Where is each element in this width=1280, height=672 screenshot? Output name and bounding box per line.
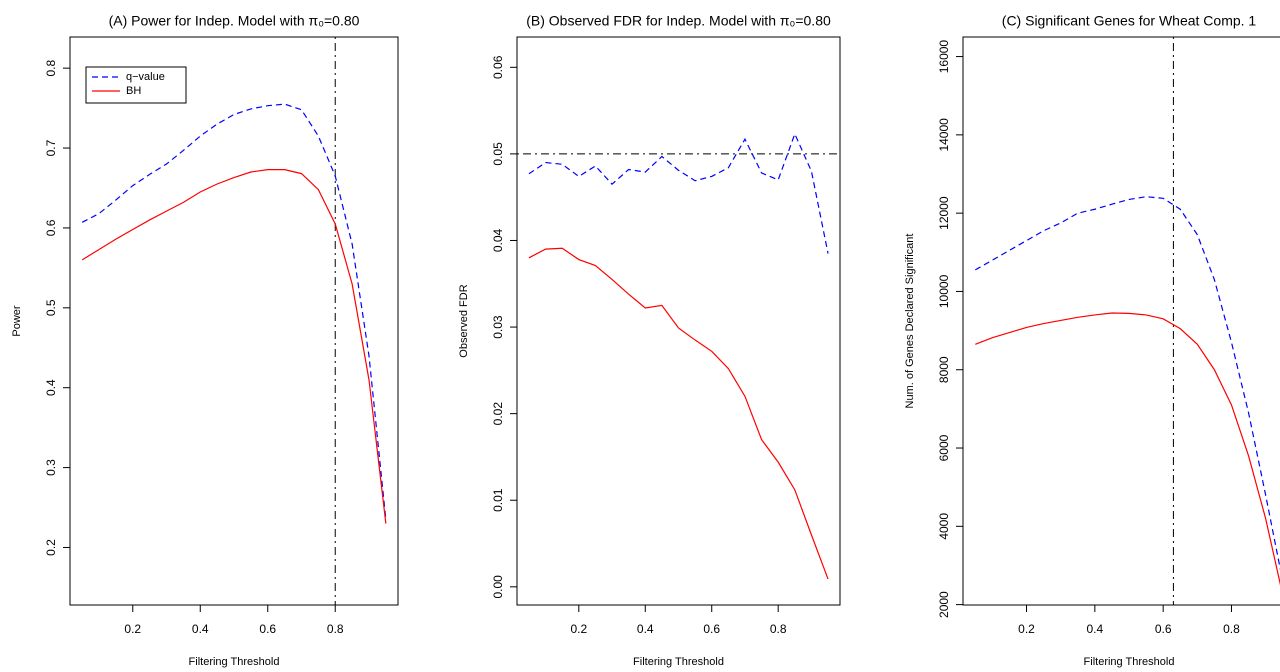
- x-tick-label: 0.6: [703, 622, 720, 636]
- data-line: [81, 103, 387, 520]
- y-tick-label: 10000: [937, 274, 951, 308]
- x-axis-label: Filtering Threshold: [633, 656, 724, 668]
- x-tick-label: 0.4: [637, 622, 654, 636]
- y-tick-label: 14000: [937, 118, 951, 152]
- data-line: [528, 132, 829, 254]
- data-line: [528, 247, 829, 580]
- y-tick-label: 0.4: [44, 379, 58, 396]
- y-tick-label: 0.00: [491, 575, 505, 599]
- x-tick-label: 0.2: [124, 622, 141, 636]
- y-axis-label: Observed FDR: [458, 284, 470, 357]
- y-tick-label: 4000: [937, 513, 951, 540]
- y-tick-label: 0.05: [491, 142, 505, 166]
- legend-box: [85, 66, 187, 104]
- y-tick-label: 12000: [937, 196, 951, 230]
- x-axis-label: Filtering Threshold: [1084, 656, 1175, 668]
- chart-title: (A) Power for Indep. Model with π₀=0.80: [109, 13, 360, 29]
- panel: (C) Significant Genes for Wheat Comp. 1 F…: [904, 13, 1280, 668]
- y-tick-label: 0.7: [44, 139, 58, 156]
- y-tick-label: 16000: [937, 40, 951, 74]
- legend-label: BH: [126, 85, 141, 97]
- data-line: [81, 169, 387, 524]
- panel: (B) Observed FDR for Indep. Model with π…: [458, 13, 841, 668]
- y-tick-label: 0.06: [491, 55, 505, 79]
- y-tick-label: 0.01: [491, 488, 505, 512]
- x-tick-label: 0.4: [192, 622, 209, 636]
- data-line: [975, 312, 1280, 586]
- x-tick-label: 0.6: [1155, 622, 1172, 636]
- x-tick-label: 0.2: [570, 622, 587, 636]
- plot-frame: [516, 36, 841, 606]
- plot-frame: [69, 36, 399, 606]
- y-tick-label: 0.8: [44, 59, 58, 76]
- y-tick-label: 0.6: [44, 219, 58, 236]
- y-tick-label: 0.03: [491, 315, 505, 339]
- x-axis-label: Filtering Threshold: [189, 656, 280, 668]
- y-axis-label: Power: [11, 305, 23, 337]
- y-tick-label: 0.04: [491, 228, 505, 252]
- y-axis-label: Num. of Genes Declared Significant: [904, 234, 916, 409]
- legend-label: q−value: [126, 71, 165, 83]
- x-tick-label: 0.8: [1223, 622, 1240, 636]
- data-line: [974, 196, 1280, 571]
- y-tick-label: 0.3: [44, 459, 58, 476]
- plot-frame: [962, 36, 1280, 606]
- x-tick-label: 0.8: [327, 622, 344, 636]
- y-tick-label: 2000: [937, 591, 951, 618]
- chart-title: (C) Significant Genes for Wheat Comp. 1: [1002, 13, 1257, 29]
- y-tick-label: 8000: [937, 356, 951, 383]
- y-tick-label: 0.2: [44, 539, 58, 556]
- x-tick-label: 0.8: [770, 622, 787, 636]
- panel: (A) Power for Indep. Model with π₀=0.80 F…: [11, 13, 399, 668]
- x-tick-label: 0.6: [259, 622, 276, 636]
- x-tick-label: 0.2: [1018, 622, 1035, 636]
- chart-title: (B) Observed FDR for Indep. Model with π…: [526, 13, 831, 29]
- y-tick-label: 6000: [937, 434, 951, 461]
- y-tick-label: 0.02: [491, 402, 505, 426]
- x-tick-label: 0.4: [1086, 622, 1103, 636]
- y-tick-label: 0.5: [44, 299, 58, 316]
